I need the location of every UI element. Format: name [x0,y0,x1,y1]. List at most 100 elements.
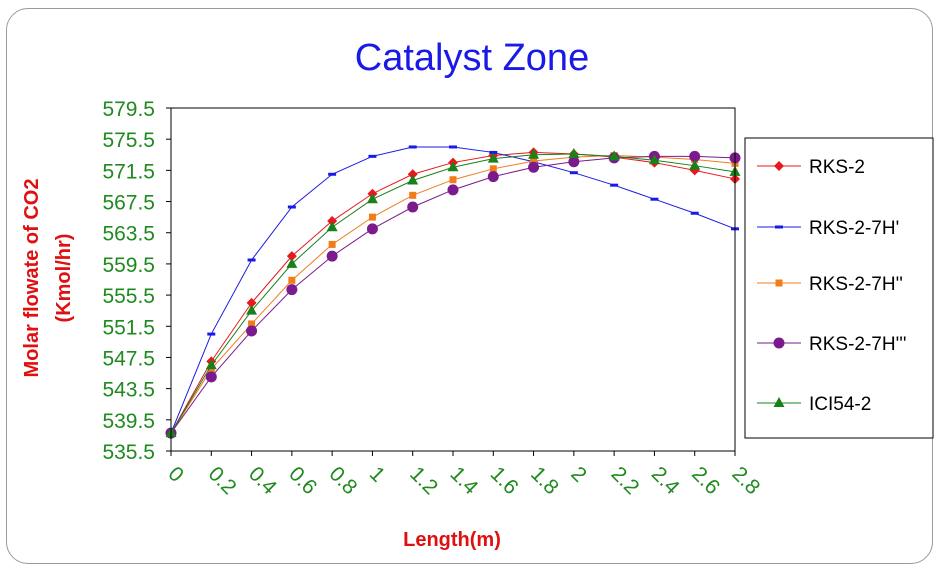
data-point [286,257,298,268]
x-axis-label: Length(m) [403,529,501,551]
legend-swatch-marker [775,225,783,229]
data-point [286,251,297,262]
x-tick-label: 1.8 [526,462,563,499]
data-point [487,171,499,183]
series-4 [165,147,741,438]
x-tick-label: 2.8 [727,462,764,499]
data-point [409,191,417,199]
data-point [366,223,378,235]
legend: RKS-2 RKS-2-7H' RKS-2-7H'' RKS-2-7H''' ICI54… [744,137,934,439]
legend-box [744,137,934,439]
y-tick-label: 571.5 [102,160,155,183]
data-point [449,145,457,149]
legend-item: RKS-2-7H' [757,218,899,239]
y-tick-label: 563.5 [102,223,155,246]
data-point [407,169,418,180]
series-line [170,153,736,434]
data-point [246,325,258,337]
y-tick-label: 535.5 [102,441,155,464]
y-axis-label-line: Molar flowate of CO2 [21,179,43,378]
y-tick-label: 539.5 [102,410,155,433]
x-tick-label: 1 [365,462,390,487]
data-point [689,159,701,170]
data-point [288,276,296,284]
data-point [326,250,338,262]
data-point [366,193,378,204]
data-point [368,213,376,221]
data-point [489,165,497,173]
data-point [608,150,620,161]
plot-area [165,145,741,439]
data-point [610,183,619,187]
x-tick-label: 2.6 [687,462,724,499]
data-point [528,148,540,159]
y-axis-label: Molar flowate of CO2 (Kmol/hr) [21,179,75,378]
data-point [528,161,540,173]
x-tick-label: 0.6 [284,462,321,499]
data-point [205,371,217,383]
data-point [487,152,499,163]
data-point [648,154,660,165]
data-point [326,221,338,232]
data-point [447,161,459,172]
x-tick-label: 2.2 [607,462,644,499]
y-tick-label: 575.5 [102,129,155,152]
legend-item: RKS-2-7H'' [757,274,903,295]
x-tick-label: 0.2 [204,462,241,499]
x-tick-label: 0.4 [244,462,281,499]
legend-label: RKS-2-7H'' [809,274,903,295]
legend-label: RKS-2-7H''' [809,334,906,355]
y-tick-label: 543.5 [102,379,155,402]
x-tick-label: 0 [163,462,188,487]
data-point [247,258,256,262]
legend-swatch-marker [774,161,784,171]
legend-swatch-marker [773,397,785,407]
data-point [328,240,336,248]
data-point [246,304,258,315]
data-point [368,154,377,158]
data-point [690,211,699,215]
legend-label: RKS-2-7H' [809,218,899,239]
data-point [569,171,578,175]
legend-swatch-marker [775,279,783,287]
data-point [246,297,257,308]
data-point [407,174,419,185]
data-point [327,216,338,227]
chart-title: Catalyst Zone [355,37,589,79]
data-point [447,184,459,196]
legend-label: ICI54-2 [809,394,871,415]
legend-swatch-marker [773,337,785,349]
data-point [650,197,659,201]
data-point [408,145,417,149]
legend-label: RKS-2 [809,157,865,178]
x-tick-label: 0.8 [325,462,362,499]
legend-item: RKS-2-7H''' [757,334,906,355]
series-3 [165,150,741,439]
x-tick-label: 1.4 [445,462,482,499]
y-tick-label: 559.5 [102,254,155,277]
data-point [328,172,337,176]
data-point [568,156,580,168]
y-tick-label: 579.5 [102,98,155,121]
data-point [287,205,296,209]
y-tick-label: 551.5 [102,316,155,339]
data-point [449,176,457,184]
y-tick-label: 555.5 [102,285,155,308]
data-point [489,150,498,154]
x-tick-label: 2 [566,462,591,487]
y-tick-label: 567.5 [102,192,155,215]
data-point [286,284,298,296]
y-tick-label: 547.5 [102,347,155,370]
data-point [568,147,580,158]
data-point [530,157,538,165]
x-tick-label: 1.6 [486,462,523,499]
data-point [205,359,217,370]
data-point [248,320,256,328]
legend-item: ICI54-2 [757,394,871,415]
x-tick-label: 1.2 [405,462,442,499]
legend-item: RKS-2 [757,157,865,178]
y-axis-label-line: (Kmol/hr) [53,234,75,323]
x-tick-label: 2.4 [647,462,684,499]
data-point [689,150,701,162]
